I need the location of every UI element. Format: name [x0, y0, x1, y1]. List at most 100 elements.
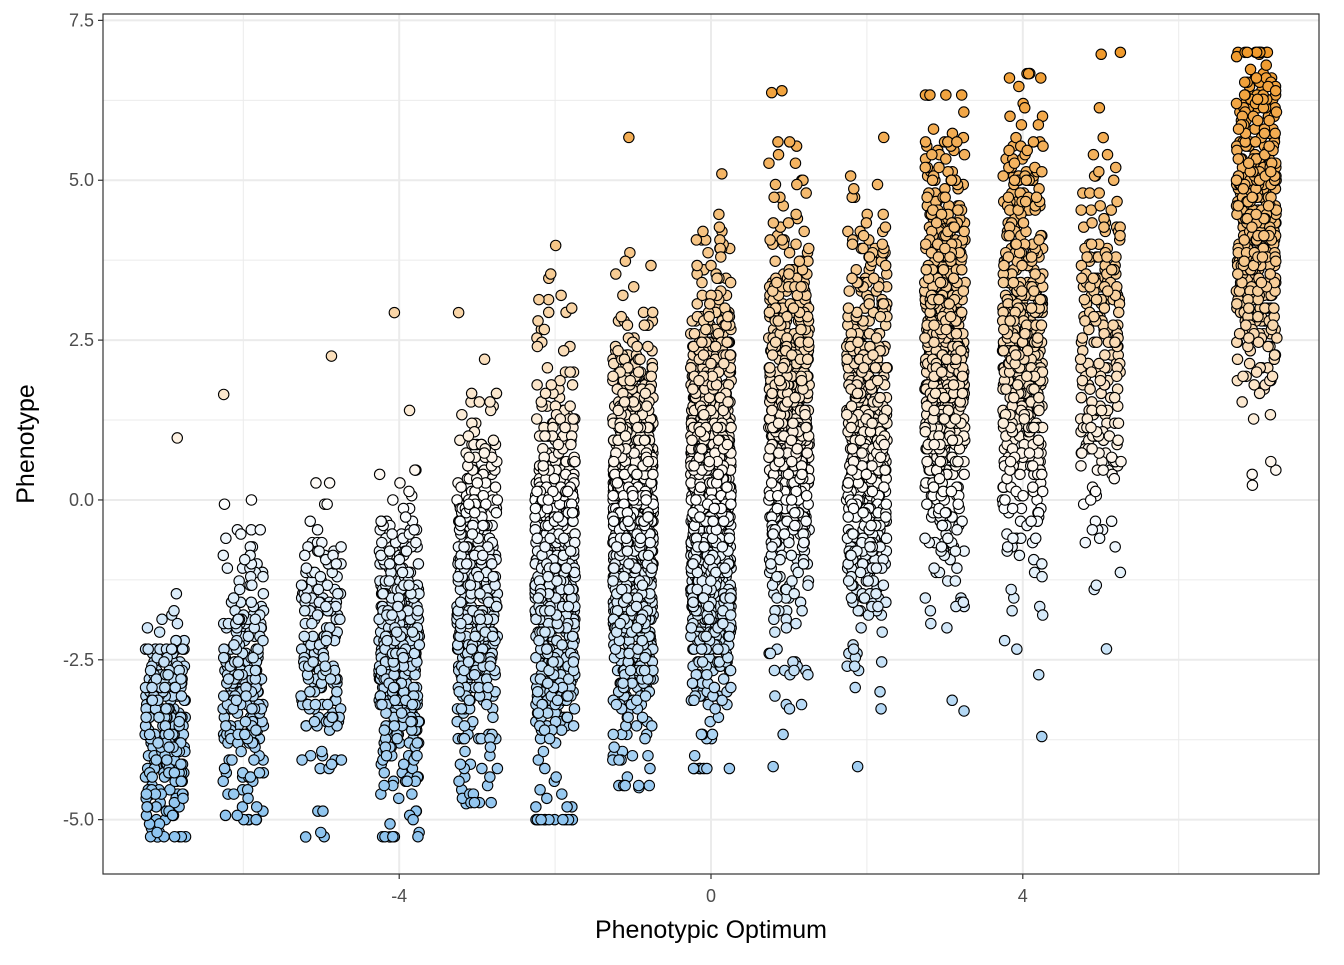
data-point	[622, 593, 632, 603]
data-point	[689, 461, 699, 471]
data-point	[540, 763, 550, 773]
data-point	[769, 192, 779, 202]
data-point	[467, 529, 477, 539]
data-point	[768, 761, 778, 771]
data-point	[568, 414, 578, 424]
data-point	[530, 503, 540, 513]
data-point	[623, 712, 633, 722]
data-point	[697, 444, 707, 454]
data-point	[646, 371, 656, 381]
data-point	[568, 657, 578, 667]
data-point	[643, 751, 653, 761]
data-point	[388, 495, 398, 505]
data-point	[532, 380, 542, 390]
data-point	[543, 571, 553, 581]
data-point	[786, 495, 796, 505]
data-point	[635, 354, 645, 364]
data-point	[241, 691, 251, 701]
data-point	[556, 725, 566, 735]
data-point	[488, 571, 498, 581]
data-point	[772, 571, 782, 581]
data-point	[697, 277, 707, 287]
data-point	[687, 435, 697, 445]
data-point	[628, 490, 638, 500]
data-point	[725, 277, 735, 287]
data-point	[542, 793, 552, 803]
data-point	[568, 721, 578, 731]
data-point	[487, 559, 497, 569]
data-point	[722, 482, 732, 492]
data-point	[712, 273, 722, 283]
data-point	[390, 695, 400, 705]
data-point	[377, 537, 387, 547]
data-point	[255, 525, 265, 535]
data-point	[312, 610, 322, 620]
data-point	[413, 606, 423, 616]
data-point	[336, 755, 346, 765]
data-point	[787, 456, 797, 466]
data-point	[639, 320, 649, 330]
data-point	[718, 674, 728, 684]
data-point	[231, 695, 241, 705]
data-point	[631, 601, 641, 611]
data-point	[382, 635, 392, 645]
data-point	[783, 218, 793, 228]
data-point	[713, 469, 723, 479]
data-point	[695, 512, 705, 522]
data-point	[635, 533, 645, 543]
data-point	[532, 341, 542, 351]
data-point	[768, 529, 778, 539]
data-point	[790, 392, 800, 402]
data-point	[722, 337, 732, 347]
data-point	[492, 495, 502, 505]
data-point	[152, 827, 162, 837]
data-point	[402, 776, 412, 786]
data-point	[724, 763, 734, 773]
data-point	[708, 516, 718, 526]
data-point	[538, 461, 548, 471]
data-point	[384, 559, 394, 569]
data-point	[540, 431, 550, 441]
data-point	[717, 169, 727, 179]
data-point	[461, 559, 471, 569]
data-point	[718, 618, 728, 628]
data-point	[614, 755, 624, 765]
data-point	[313, 584, 323, 594]
data-point	[463, 431, 473, 441]
data-point	[624, 132, 634, 142]
data-point	[772, 503, 782, 513]
data-point	[704, 601, 714, 611]
data-point	[456, 618, 466, 628]
data-point	[563, 691, 573, 701]
data-point	[543, 294, 553, 304]
data-point	[792, 179, 802, 189]
data-point	[546, 269, 556, 279]
data-point	[333, 589, 343, 599]
data-point	[696, 729, 706, 739]
data-point	[466, 388, 476, 398]
data-point	[558, 814, 568, 824]
data-point	[258, 635, 268, 645]
data-point	[876, 657, 886, 667]
data-point	[559, 533, 569, 543]
data-point	[151, 755, 161, 765]
data-point	[379, 768, 389, 778]
data-point	[625, 375, 635, 385]
data-point	[167, 810, 177, 820]
data-point	[801, 516, 811, 526]
data-point	[455, 759, 465, 769]
data-point	[474, 397, 484, 407]
data-point	[645, 763, 655, 773]
data-point	[465, 580, 475, 590]
data-point	[325, 674, 335, 684]
data-point	[709, 682, 719, 692]
data-point	[326, 759, 336, 769]
data-point	[786, 550, 796, 560]
data-point	[488, 435, 498, 445]
data-point	[774, 375, 784, 385]
data-point	[258, 589, 268, 599]
data-point	[247, 704, 257, 714]
data-point	[766, 478, 776, 488]
data-point	[176, 674, 186, 684]
data-point	[300, 550, 310, 560]
